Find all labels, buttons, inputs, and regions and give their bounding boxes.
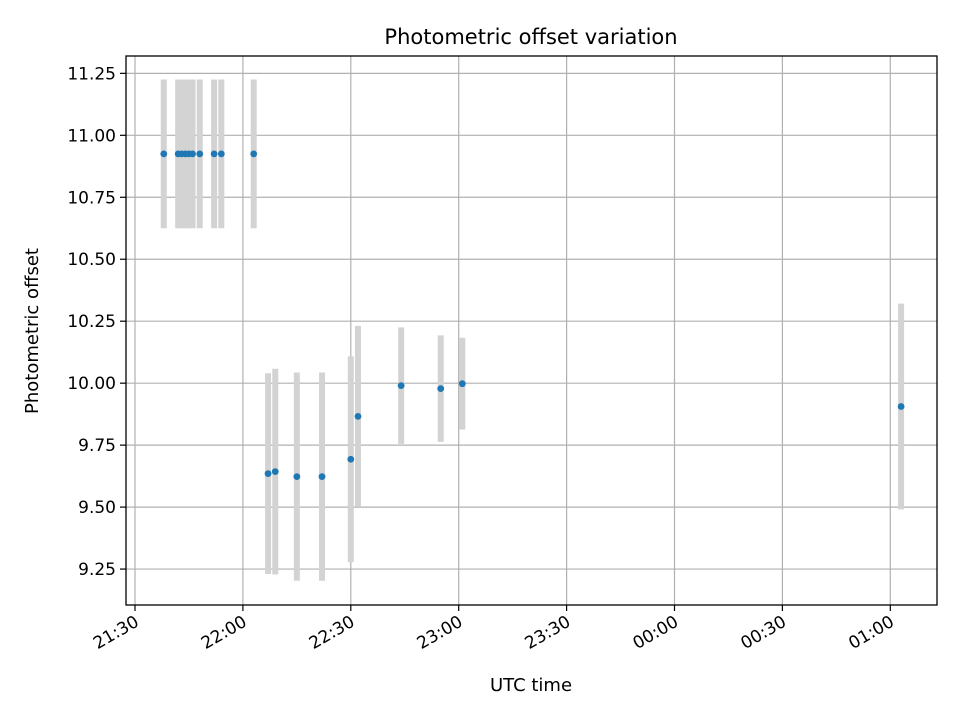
data-point — [293, 473, 301, 481]
y-axis: 9.25 9.50 9.75 10.00 10.25 10.50 10.75 11.00 11.… — [67, 64, 126, 580]
data-point — [347, 455, 355, 463]
data-point — [318, 473, 326, 481]
data-point — [264, 470, 272, 478]
y-tick-label: 10.75 — [67, 188, 116, 208]
grid — [126, 56, 937, 605]
data-point — [271, 468, 279, 476]
y-tick-label: 10.50 — [67, 250, 116, 270]
data-point — [160, 150, 168, 158]
x-axis-label: UTC time — [490, 675, 572, 696]
data-points — [160, 150, 905, 481]
data-point — [354, 412, 362, 420]
chart-title: Photometric offset variation — [384, 25, 677, 49]
y-tick-label: 10.00 — [67, 374, 116, 394]
data-point — [897, 403, 905, 410]
data-point — [397, 382, 405, 390]
data-point — [196, 150, 204, 158]
data-point — [210, 150, 218, 158]
y-tick-label: 9.75 — [78, 436, 116, 456]
y-tick-label: 11.25 — [67, 64, 116, 84]
data-point — [189, 150, 196, 158]
data-point — [437, 385, 445, 393]
plot-frame — [125, 55, 938, 606]
y-tick-label: 9.50 — [78, 498, 116, 518]
data-point — [217, 150, 225, 158]
y-tick-label: 10.25 — [67, 312, 116, 332]
data-point — [458, 380, 466, 388]
y-tick-label: 11.00 — [67, 126, 116, 146]
y-tick-label: 9.25 — [78, 560, 116, 580]
data-point — [250, 150, 258, 158]
y-axis-label: Photometric offset — [22, 248, 43, 414]
